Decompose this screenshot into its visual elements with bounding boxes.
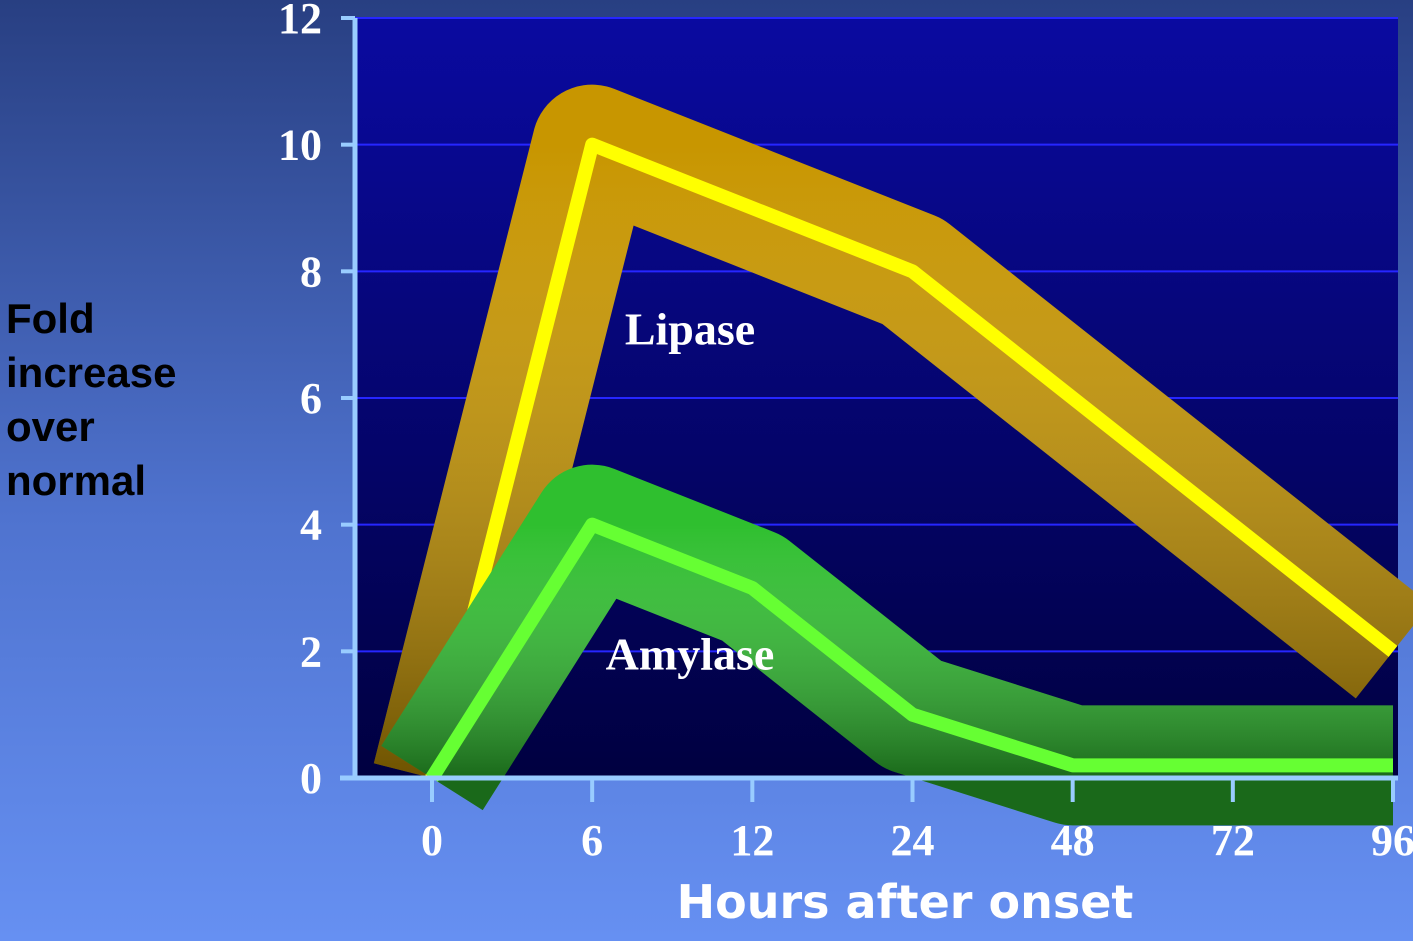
series-line: [426, 517, 1393, 782]
y-axis-label: Fold increase over normal: [6, 295, 177, 504]
x-tick-label: 48: [1051, 816, 1095, 865]
y-tick-label: 4: [300, 501, 322, 550]
x-tick-label: 6: [581, 816, 603, 865]
x-tick-label: 72: [1211, 816, 1255, 865]
x-tick-label: 12: [730, 816, 774, 865]
y-tick-label: 10: [278, 121, 322, 170]
y-tick-label: 2: [300, 627, 322, 676]
series-label: Amylase: [606, 629, 775, 680]
y-tick-label: 0: [300, 754, 322, 803]
y-tick-label: 8: [300, 247, 322, 296]
series-label: Lipase: [625, 304, 755, 355]
x-tick-label: 24: [891, 816, 935, 865]
x-tick-label: 0: [421, 816, 443, 865]
y-tick-label: 6: [300, 374, 322, 423]
x-axis-label: Hours after onset: [677, 875, 1134, 929]
x-tick-label: 96: [1371, 816, 1413, 865]
series-line: [425, 137, 1398, 780]
y-tick-label: 12: [278, 0, 322, 43]
